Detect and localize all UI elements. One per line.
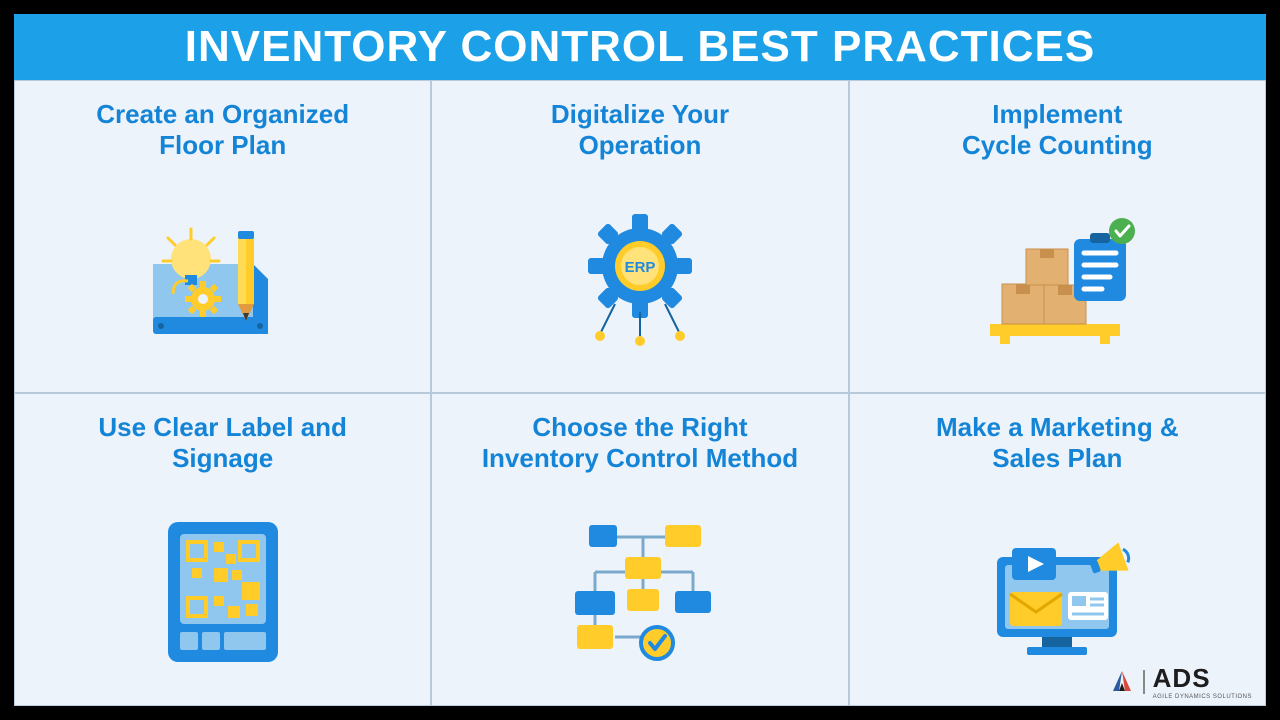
- logo-subtext: AGILE DYNAMICS SOLUTIONS: [1153, 694, 1252, 700]
- grid: Create an Organized Floor Plan: [14, 80, 1266, 706]
- brand-logo: ADS AGILE DYNAMICS SOLUTIONS: [1109, 663, 1252, 700]
- cell-title: Digitalize Your Operation: [551, 99, 729, 161]
- qr-label-icon: [158, 488, 288, 695]
- infographic-container: INVENTORY CONTROL BEST PRACTICES Create …: [14, 14, 1266, 706]
- cell-marketing: Make a Marketing & Sales Plan: [849, 393, 1266, 706]
- page-title: INVENTORY CONTROL BEST PRACTICES: [14, 14, 1266, 80]
- cell-floor-plan: Create an Organized Floor Plan: [14, 80, 431, 393]
- cell-title: Make a Marketing & Sales Plan: [936, 412, 1179, 474]
- floor-plan-icon: [143, 175, 303, 382]
- cell-title: Choose the Right Inventory Control Metho…: [482, 412, 798, 474]
- cell-method: Choose the Right Inventory Control Metho…: [431, 393, 848, 706]
- cell-title: Use Clear Label and Signage: [98, 412, 347, 474]
- svg-text:ERP: ERP: [625, 259, 656, 276]
- cell-erp: Digitalize Your Operation: [431, 80, 848, 393]
- erp-gear-icon: ERP: [565, 175, 715, 382]
- cell-label: Use Clear Label and Signage: [14, 393, 431, 706]
- cell-cycle-count: Implement Cycle Counting: [849, 80, 1266, 393]
- cell-title: Implement Cycle Counting: [962, 99, 1153, 161]
- cycle-count-icon: [972, 175, 1142, 382]
- flowchart-icon: [545, 488, 735, 695]
- logo-mark-icon: [1109, 669, 1135, 695]
- cell-title: Create an Organized Floor Plan: [96, 99, 349, 161]
- logo-text: ADS: [1153, 663, 1252, 694]
